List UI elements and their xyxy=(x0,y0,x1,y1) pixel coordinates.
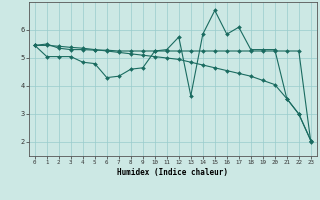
X-axis label: Humidex (Indice chaleur): Humidex (Indice chaleur) xyxy=(117,168,228,177)
